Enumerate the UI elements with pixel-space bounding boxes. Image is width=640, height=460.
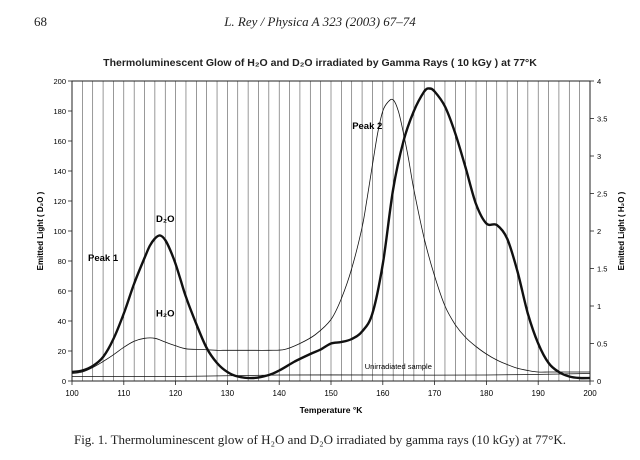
left-tick-label: 140 bbox=[53, 167, 66, 176]
x-tick-label: 110 bbox=[117, 389, 130, 398]
annotation-label: H₂O bbox=[156, 309, 174, 320]
annotation-label: Peak 1 bbox=[88, 253, 119, 264]
annotation-label: Unirradiated sample bbox=[365, 362, 432, 371]
left-tick-label: 0 bbox=[62, 377, 66, 386]
x-tick-label: 180 bbox=[480, 389, 494, 398]
x-axis-label: Temperature °K bbox=[300, 405, 364, 415]
x-tick-label: 140 bbox=[273, 389, 287, 398]
x-tick-label: 190 bbox=[532, 389, 546, 398]
left-tick-label: 200 bbox=[53, 77, 66, 86]
series-line-h-o bbox=[71, 98, 590, 374]
left-tick-label: 100 bbox=[53, 227, 66, 236]
x-tick-label: 170 bbox=[428, 389, 442, 398]
x-tick-label: 150 bbox=[324, 389, 338, 398]
right-tick-label: 4 bbox=[597, 77, 601, 86]
right-tick-label: 3.5 bbox=[597, 115, 607, 124]
left-tick-label: 60 bbox=[58, 287, 66, 296]
right-axis-ticks: 0 0.5 1 1.5 2 2.5 3 3.5 4 bbox=[590, 77, 607, 386]
right-tick-label: 2 bbox=[597, 227, 601, 236]
left-tick-label: 80 bbox=[58, 257, 66, 266]
left-tick-label: 40 bbox=[58, 317, 66, 326]
right-tick-label: 2.5 bbox=[597, 190, 607, 199]
right-tick-label: 1.5 bbox=[597, 265, 607, 274]
left-axis-ticks: 0 20 40 60 80 100 120 140 160 180 200 bbox=[53, 77, 72, 386]
page-number: 68 bbox=[34, 14, 47, 29]
series-line-unirradiated-sample bbox=[71, 373, 591, 378]
running-head: L. Rey / Physica A 323 (2003) 67–74 bbox=[224, 14, 416, 29]
figure-caption: Fig. 1. Thermoluminescent glow of H₂O an… bbox=[73, 432, 567, 447]
x-tick-label: 100 bbox=[65, 389, 79, 398]
right-tick-label: 1 bbox=[597, 302, 601, 311]
right-tick-label: 0.5 bbox=[597, 340, 607, 349]
x-tick-label: 160 bbox=[376, 389, 390, 398]
annotation-label: D₂O bbox=[156, 214, 174, 225]
annotation-layer: Peak 1 D₂O H₂O Peak 2 Unirradiated sample bbox=[88, 121, 432, 371]
x-tick-label: 120 bbox=[169, 389, 183, 398]
left-axis-label: Emitted Light ( D₂O ) bbox=[36, 191, 45, 270]
left-tick-label: 120 bbox=[53, 197, 66, 206]
left-tick-label: 160 bbox=[53, 137, 66, 146]
x-tick-label: 130 bbox=[221, 389, 235, 398]
right-axis-label: Emitted Light ( H₂O ) bbox=[617, 191, 626, 270]
vertical-grid bbox=[82, 81, 580, 381]
chart-title: Thermoluminescent Glow of H₂O and D₂O ir… bbox=[103, 57, 537, 69]
series-line-d-o bbox=[71, 87, 591, 380]
left-tick-label: 180 bbox=[53, 107, 66, 116]
right-tick-label: 3 bbox=[597, 152, 601, 161]
annotation-label: Peak 2 bbox=[352, 121, 382, 132]
x-axis-ticks: 100 110 120 130 140 150 160 170 180 190 200 bbox=[65, 381, 597, 398]
right-tick-label: 0 bbox=[597, 377, 601, 386]
left-tick-label: 20 bbox=[58, 347, 66, 356]
x-tick-label: 200 bbox=[583, 389, 597, 398]
series-layer bbox=[71, 87, 591, 380]
